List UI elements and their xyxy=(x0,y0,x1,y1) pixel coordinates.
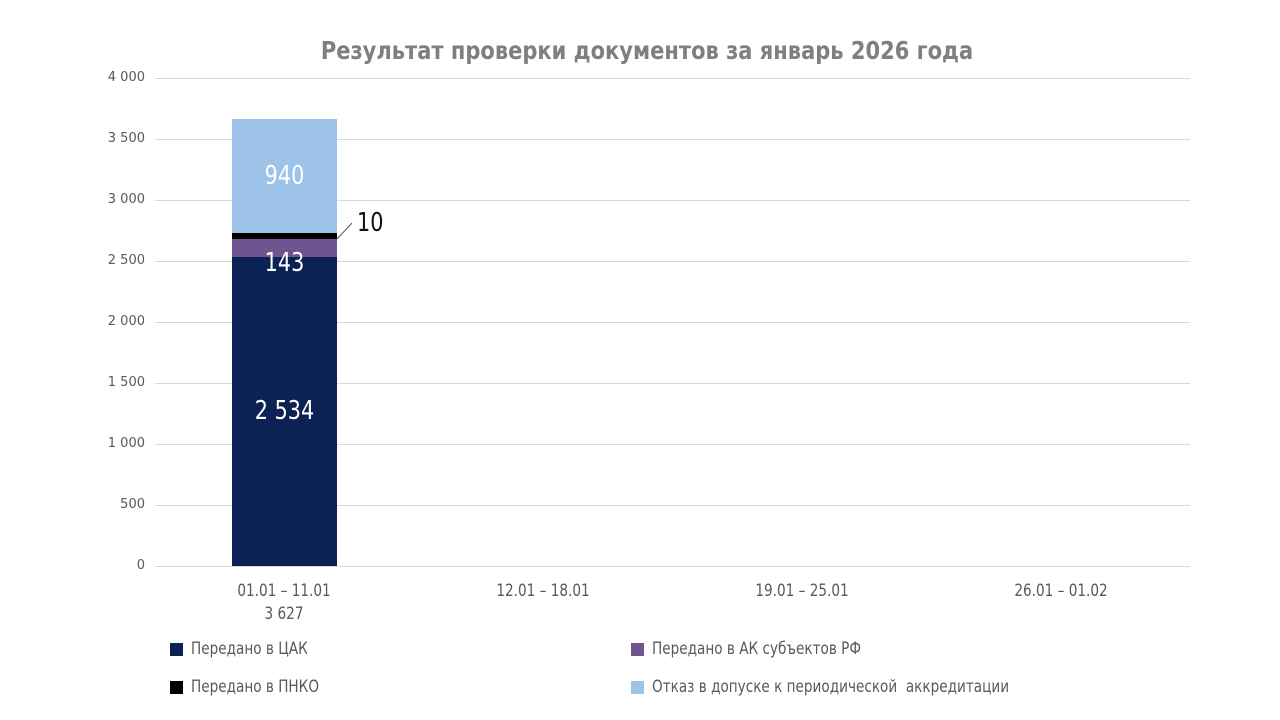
y-tick-label: 2 000 xyxy=(107,314,145,329)
bar-segment-4: 940 xyxy=(231,118,337,234)
gridline xyxy=(155,261,1190,262)
gridline xyxy=(155,322,1190,323)
stacked-bar: 2 534 143 940 xyxy=(231,78,337,566)
legend-label: Передано в ЦАК xyxy=(191,639,308,659)
legend-item-4: Отказ в допуске к периодической аккредит… xyxy=(631,674,1098,700)
plot-area: 0 500 1 000 1 500 2 000 2 500 3 000 3 500 4 000 0… xyxy=(108,70,1190,624)
y-tick-label: 3 500 xyxy=(107,131,145,146)
gridline xyxy=(155,383,1190,384)
bar-segment-1: 2 534 xyxy=(231,256,337,566)
y-tick-label: 500 xyxy=(120,497,145,512)
legend-label: Передано в АК субъектов РФ xyxy=(652,639,862,659)
y-tick-label: 1 000 xyxy=(107,436,145,451)
y-tick-label: 0 xyxy=(136,558,145,573)
y-tick-label: 3 000 xyxy=(107,192,145,207)
bar-value-label: 143 xyxy=(264,247,305,278)
gridline xyxy=(155,78,1190,79)
bar-segment-2: 143 xyxy=(231,239,337,278)
x-category-label: 19.01 – 25.01 xyxy=(755,581,849,601)
legend-label: Отказ в допуске к периодической аккредит… xyxy=(652,677,1010,697)
bar-value-label: 2 534 xyxy=(254,396,315,427)
legend-swatch xyxy=(170,680,183,694)
legend-swatch xyxy=(170,642,183,656)
legend-swatch xyxy=(631,680,644,694)
bar-segment-3 xyxy=(231,233,337,240)
callout-value: 10 xyxy=(356,208,384,239)
y-tick-label: 4 000 xyxy=(107,70,145,85)
bar-value-label: 940 xyxy=(264,161,305,192)
y-tick-label: 2 500 xyxy=(107,253,145,268)
gridline xyxy=(155,444,1190,445)
x-category-total: 3 627 xyxy=(264,604,304,624)
gridline xyxy=(155,505,1190,506)
gridline xyxy=(155,566,1190,567)
legend-swatch xyxy=(631,642,644,656)
gridline xyxy=(155,139,1190,140)
legend-item-3: Передано в ПНКО xyxy=(170,674,631,700)
x-category-label: 01.01 – 11.01 xyxy=(237,581,332,601)
legend: Передано в ЦАК Передано в АК субъектов РФ… xyxy=(170,636,1098,700)
legend-item-2: Передано в АК субъектов РФ xyxy=(631,636,1098,662)
gridline xyxy=(155,200,1190,201)
legend-label: Передано в ПНКО xyxy=(191,677,320,697)
x-category-label: 26.01 – 01.02 xyxy=(1013,581,1108,601)
callout-leader-line xyxy=(337,223,353,240)
x-category-label: 12.01 – 18.01 xyxy=(496,581,590,601)
chart-title: Результат проверки документов за январь … xyxy=(320,36,974,65)
legend-item-1: Передано в ЦАК xyxy=(170,636,631,662)
y-tick-label: 1 500 xyxy=(107,375,145,390)
